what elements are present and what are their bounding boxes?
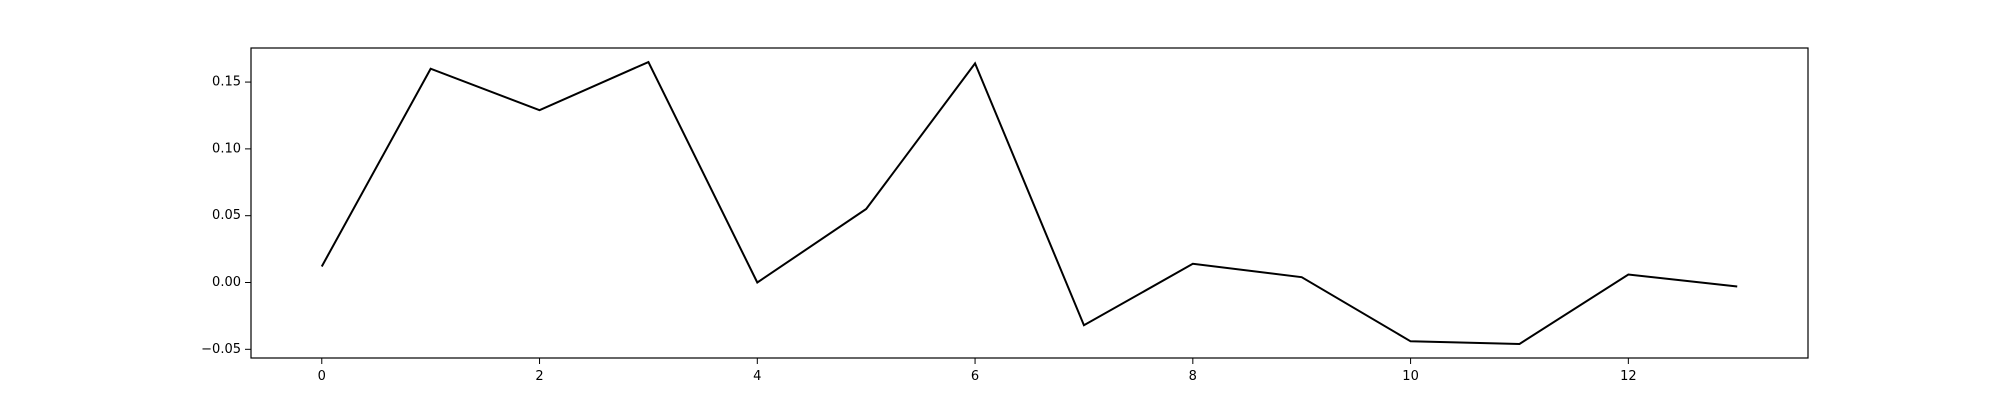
y-axis: −0.05 0.00 0.05 0.10 0.15: [201, 75, 251, 357]
x-tick-label: 10: [1402, 369, 1419, 384]
data-point: [1410, 340, 1412, 342]
y-tick-label: −0.05: [201, 342, 241, 357]
y-tick-label: 0.00: [212, 275, 241, 290]
x-tick-label: 8: [1189, 369, 1197, 384]
x-tick-label: 12: [1620, 369, 1637, 384]
data-point: [430, 68, 432, 70]
data-point: [539, 109, 541, 111]
x-tick-label: 2: [535, 369, 543, 384]
x-axis: 0 2 4 6 8 10 12: [318, 358, 1637, 384]
data-point: [1736, 286, 1738, 288]
data-point: [1518, 343, 1520, 345]
y-tick-label: 0.05: [212, 208, 241, 223]
data-point: [1083, 324, 1085, 326]
x-tick-label: 4: [753, 369, 761, 384]
x-tick-label: 0: [318, 369, 326, 384]
data-points: [321, 61, 1738, 345]
x-tick-label: 6: [971, 369, 979, 384]
y-tick-label: 0.15: [212, 75, 241, 90]
data-point: [321, 265, 323, 267]
data-point: [974, 62, 976, 64]
data-point: [647, 61, 649, 63]
data-point: [1192, 263, 1194, 265]
data-point: [865, 208, 867, 210]
data-point: [1301, 276, 1303, 278]
series-line: [320, 60, 1738, 345]
data-point: [1627, 273, 1629, 275]
y-tick-label: 0.10: [212, 141, 241, 156]
plot-area-frame: [250, 47, 1809, 359]
data-point: [756, 282, 758, 284]
